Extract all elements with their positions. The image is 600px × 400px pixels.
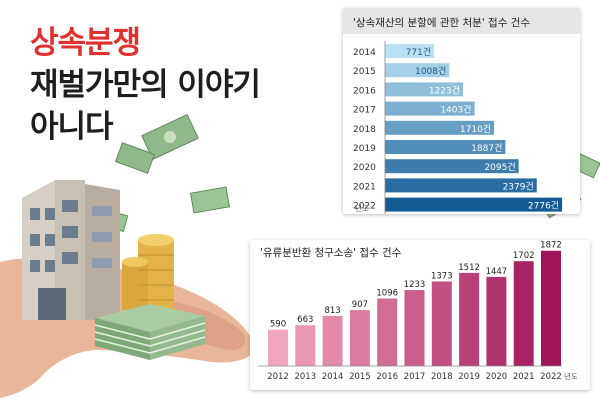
value-label: 1403건: [440, 105, 471, 116]
banknote-stack: [94, 304, 206, 360]
value-label: 2095건: [484, 162, 515, 173]
flying-banknote-3: [189, 186, 231, 214]
value-label: 1373: [431, 271, 453, 281]
headline-line-2: 재벌가만의 이야기: [30, 67, 261, 103]
value-label: 1887건: [471, 143, 502, 154]
flying-banknote-1: [141, 113, 199, 161]
bar: [322, 315, 343, 366]
bar: [513, 261, 534, 366]
building: [22, 180, 120, 320]
category-label: 2014: [353, 48, 376, 58]
bar: [385, 159, 519, 174]
value-label: 2379건: [503, 181, 534, 192]
flying-banknote-2: [114, 142, 156, 174]
bar: [385, 82, 464, 97]
gold-coin-stack: [122, 234, 174, 310]
category-label: 2020: [486, 372, 508, 382]
category-label: 2021: [513, 372, 535, 382]
value-label: 771건: [406, 47, 431, 58]
value-label: 590: [270, 320, 286, 330]
headline-line-3: 아니다: [30, 109, 114, 145]
legal-reserve-lawsuit-chart: '유류분반환 청구소송' 접수 건수 590 2012 663 2013 813 2014 9…: [250, 240, 590, 390]
value-label: 1096: [376, 289, 398, 299]
category-label: 2022: [540, 372, 562, 382]
bar: [385, 178, 537, 193]
bar: [268, 329, 288, 366]
category-label: 2013: [294, 372, 316, 382]
bar: [295, 325, 316, 366]
bar: [541, 250, 561, 366]
category-label: 2015: [349, 372, 371, 382]
value-label: 1710건: [460, 124, 491, 135]
bar: [385, 101, 475, 116]
value-label: 1447: [486, 267, 508, 277]
chart-title: '상속재산의 분할에 관한 처분' 접수 건수: [353, 17, 530, 29]
category-label: 2018: [353, 125, 376, 135]
bar: [385, 120, 495, 135]
value-label: 813: [324, 306, 340, 316]
value-label: 1702: [513, 251, 535, 261]
category-label: 2019: [458, 372, 480, 382]
category-label: 2016: [376, 372, 398, 382]
value-label: 663: [297, 315, 313, 325]
category-label: 2021: [353, 182, 376, 192]
category-label: 2017: [404, 372, 426, 382]
bar: [385, 63, 450, 78]
category-label: 2019: [353, 144, 376, 154]
value-label: 1008건: [415, 66, 446, 77]
value-label: 1223건: [429, 85, 460, 96]
bar: [404, 290, 425, 366]
bar: [385, 197, 563, 212]
axis-unit: 년도: [564, 371, 578, 381]
value-label: 2776건: [528, 201, 559, 212]
bar: [385, 44, 435, 58]
bar: [459, 272, 480, 366]
bar: [385, 140, 506, 154]
category-label: 2020: [353, 163, 376, 173]
category-label: 2014: [322, 372, 344, 382]
axis-unit: 년도: [355, 203, 369, 213]
bar: [349, 310, 370, 366]
category-label: 2016: [353, 86, 376, 96]
value-label: 1512: [458, 263, 480, 273]
bar: [486, 276, 507, 366]
value-label: 1872: [540, 241, 562, 251]
bar: [377, 298, 398, 366]
category-label: 2012: [267, 372, 289, 382]
value-label: 907: [352, 300, 368, 310]
category-label: 2017: [353, 106, 376, 116]
headline: 상속분쟁 재벌가만의 이야기 아니다: [30, 22, 261, 148]
inheritance-division-chart: '상속재산의 분할에 관한 처분' 접수 건수 2014 771건 2015 1008건…: [343, 8, 580, 214]
bar: [431, 281, 452, 366]
value-label: 1233: [404, 280, 426, 290]
legal-reserve-lawsuit-chart-svg: '유류분반환 청구소송' 접수 건수 590 2012 663 2013 813 2014 9…: [258, 241, 578, 382]
headline-line-1: 상속분쟁: [30, 25, 141, 61]
chart-title: '유류분반환 청구소송' 접수 건수: [260, 247, 402, 259]
category-label: 2015: [353, 67, 376, 77]
chart-title-bar: [343, 8, 580, 34]
inheritance-division-chart-svg: '상속재산의 분할에 관한 처분' 접수 건수 2014 771건 2015 1008건…: [343, 8, 580, 214]
category-label: 2018: [431, 372, 453, 382]
category-label: 2022: [353, 202, 376, 212]
